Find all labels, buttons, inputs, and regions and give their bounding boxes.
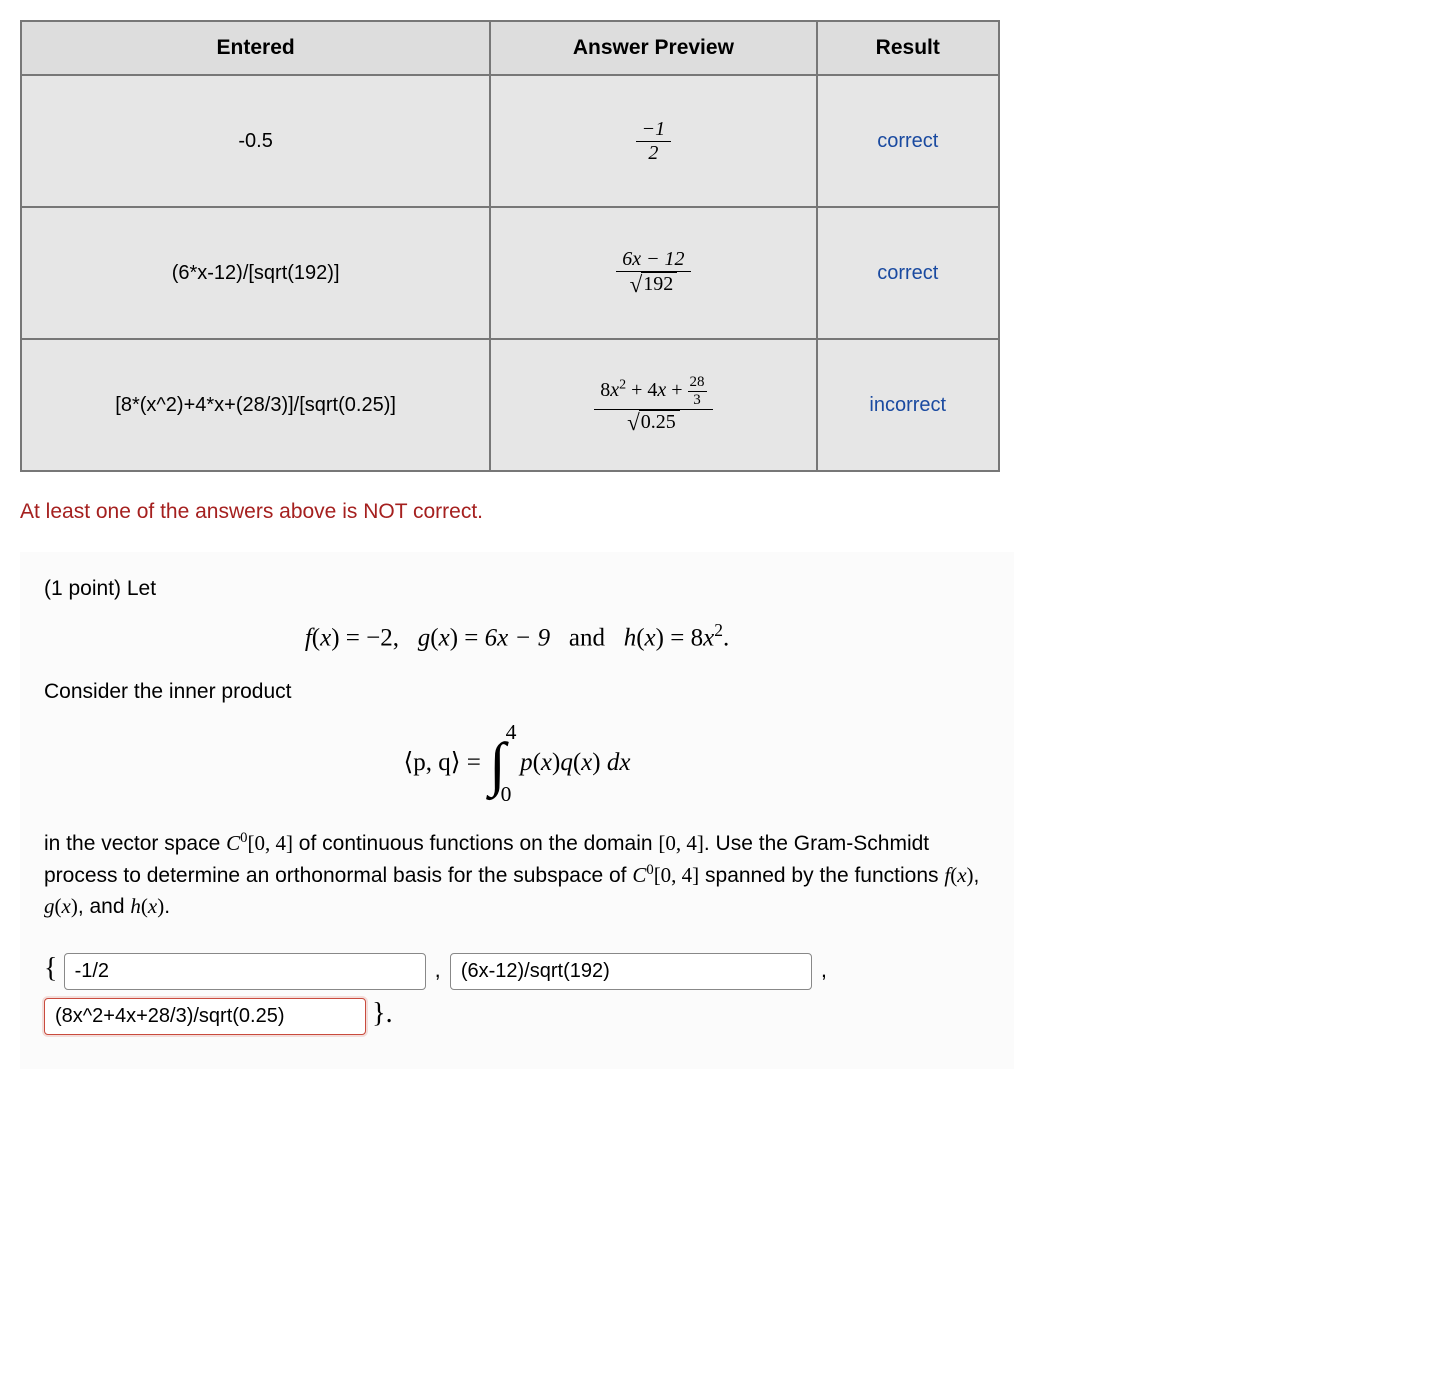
entered-cell: (6*x-12)/[sqrt(192)]: [21, 207, 490, 339]
points-label: (1 point) Let: [44, 574, 990, 604]
col-header-preview: Answer Preview: [490, 21, 816, 75]
preview-cell: −1 2: [490, 75, 816, 207]
table-row: -0.5 −1 2 correct: [21, 75, 999, 207]
preview-cell: 8x2 + 4x + 283 √0.25: [490, 339, 816, 471]
table-row: [8*(x^2)+4*x+(28/3)]/[sqrt(0.25)] 8x2 + …: [21, 339, 999, 471]
close-brace: }.: [372, 998, 392, 1029]
col-header-entered: Entered: [21, 21, 490, 75]
answer-input-2[interactable]: [450, 953, 812, 990]
result-cell: correct: [817, 75, 999, 207]
quad-over-sqrt: 8x2 + 4x + 283 √0.25: [594, 374, 712, 436]
functions-definition: f(x) = −2, g(x) = 6x − 9 and h(x) = 8x2.: [44, 618, 990, 657]
table-row: (6*x-12)/[sqrt(192)] 6x − 12 √192 correc…: [21, 207, 999, 339]
warning-text: At least one of the answers above is NOT…: [20, 500, 1412, 524]
fraction-over-sqrt: 6x − 12 √192: [616, 248, 690, 298]
result-cell: correct: [817, 207, 999, 339]
comma-sep: ,: [432, 954, 444, 986]
problem-statement: (1 point) Let f(x) = −2, g(x) = 6x − 9 a…: [20, 552, 1014, 1069]
answer-input-3[interactable]: [44, 998, 366, 1035]
inner-product-intro: Consider the inner product: [44, 677, 990, 707]
entered-cell: [8*(x^2)+4*x+(28/3)]/[sqrt(0.25)]: [21, 339, 490, 471]
preview-cell: 6x − 12 √192: [490, 207, 816, 339]
inner-product-eq: ⟨p, q⟩ = ∫40 p(x)q(x) dx: [44, 721, 990, 808]
fraction: −1 2: [636, 118, 672, 165]
problem-body: in the vector space C0[0, 4] of continuo…: [44, 828, 990, 922]
col-header-result: Result: [817, 21, 999, 75]
entered-cell: -0.5: [21, 75, 490, 207]
comma-sep: ,: [818, 954, 830, 986]
open-brace: {: [44, 953, 57, 984]
answer-input-1[interactable]: [64, 953, 426, 990]
result-cell: incorrect: [817, 339, 999, 471]
results-table: Entered Answer Preview Result -0.5 −1 2 …: [20, 20, 1000, 472]
answer-inputs: { , , }.: [44, 949, 990, 1039]
